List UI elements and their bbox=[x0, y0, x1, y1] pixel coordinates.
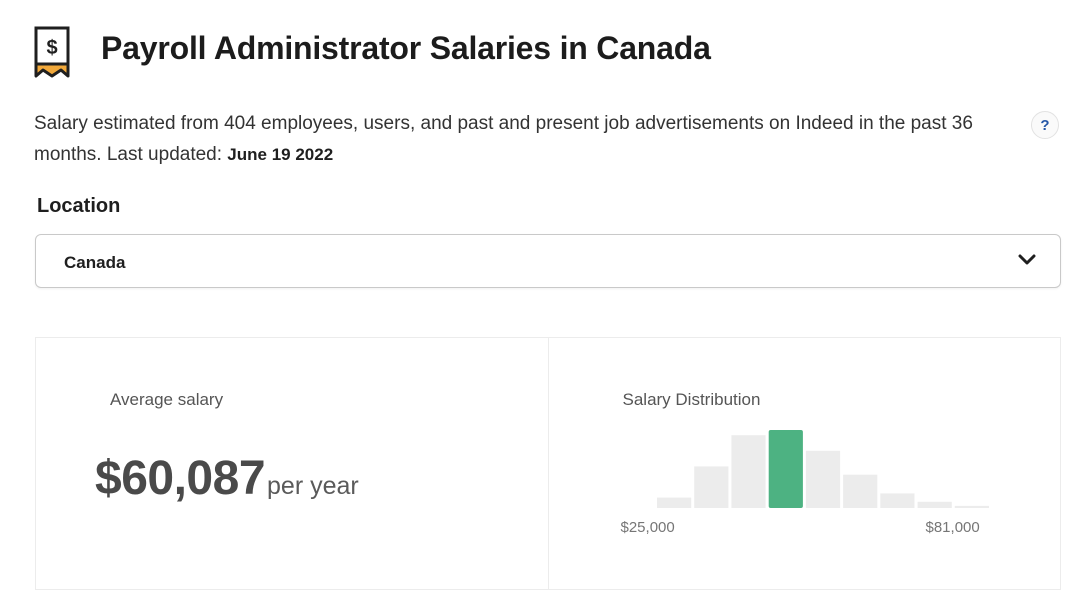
chevron-down-icon bbox=[1018, 254, 1036, 265]
average-salary-value: $60,087per year bbox=[95, 451, 359, 506]
average-salary-label: Average salary bbox=[110, 390, 224, 409]
location-select[interactable]: Canada bbox=[35, 234, 1061, 288]
histogram-bar bbox=[693, 466, 728, 508]
salary-amount: $60,087 bbox=[95, 452, 266, 505]
histogram-bar bbox=[842, 474, 877, 508]
salary-distribution-card: Salary Distribution $25,000 $81,000 bbox=[547, 338, 1061, 589]
page-title: Payroll Administrator Salaries in Canada bbox=[101, 30, 711, 66]
histogram-bar bbox=[730, 435, 766, 508]
histogram-bar bbox=[954, 505, 989, 508]
salary-distribution-label: Salary Distribution bbox=[622, 390, 761, 409]
description-text: Salary estimated from 404 employees, use… bbox=[34, 113, 973, 165]
last-updated-date: June 19 2022 bbox=[227, 145, 334, 164]
salary-unit: per year bbox=[267, 472, 359, 500]
location-label: Location bbox=[37, 195, 121, 217]
histogram-bar bbox=[656, 497, 691, 508]
axis-min-label: $25,000 bbox=[620, 519, 675, 536]
location-selected-value: Canada bbox=[64, 253, 126, 272]
axis-max-label: $81,000 bbox=[925, 519, 980, 536]
histogram-bar bbox=[917, 501, 952, 508]
histogram-bar bbox=[879, 493, 914, 508]
histogram-bar-highlight bbox=[768, 430, 803, 508]
salary-histogram bbox=[656, 430, 989, 508]
average-salary-card: Average salary $60,087per year bbox=[36, 338, 548, 589]
svg-text:$: $ bbox=[46, 37, 57, 59]
salary-tag-icon: $ bbox=[34, 26, 70, 78]
salary-description: Salary estimated from 404 employees, use… bbox=[34, 108, 1014, 170]
help-icon: ? bbox=[1040, 116, 1050, 134]
help-button[interactable]: ? bbox=[1031, 111, 1059, 139]
histogram-bar bbox=[805, 450, 840, 508]
salary-cards: Average salary $60,087per year Salary Di… bbox=[35, 337, 1061, 590]
